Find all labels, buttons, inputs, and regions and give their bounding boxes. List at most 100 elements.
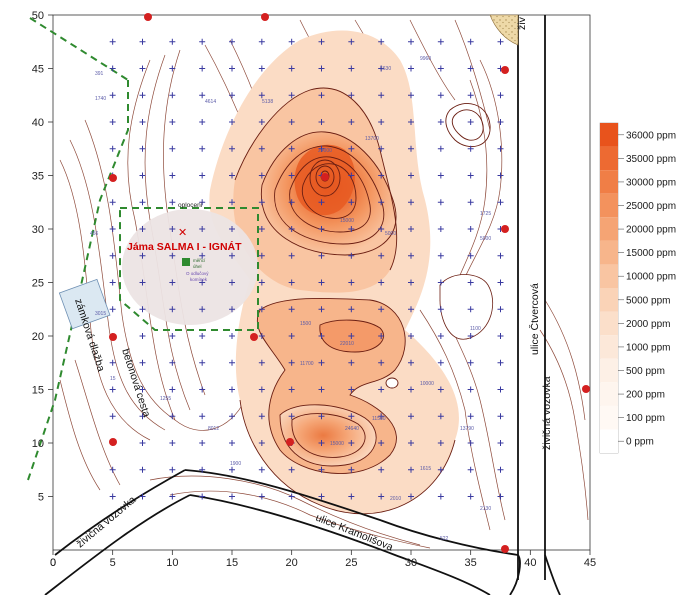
legend-label: 2000 ppm: [626, 319, 670, 330]
contour-value: 15000: [340, 218, 354, 224]
x-axis-labels: 0 5 10 15 20 25 30 35 40 450: [50, 557, 596, 569]
legend-label: 5000 ppm: [626, 295, 670, 306]
contour-value: 15: [110, 376, 116, 382]
legend-swatch: [600, 382, 618, 406]
enclosure: [439, 274, 494, 340]
legend-key-1: měřicí: [193, 258, 206, 263]
legend-swatch: [600, 335, 618, 359]
legend-swatch: [600, 217, 618, 241]
contour-value: 13700: [365, 136, 379, 142]
contour-value-labels: 391 4614 5138 5630 24000 15000 5000 1500 22010 11…: [90, 56, 491, 542]
contour-value: 1725: [480, 211, 491, 217]
y-tick-label: 20: [32, 331, 44, 343]
legend-key-4: komínek: [190, 277, 208, 282]
x-tick-label: 45: [584, 557, 596, 569]
y-tick-label: 50: [32, 10, 44, 22]
street-cvercova-label: ulice Čtvercová: [528, 283, 541, 355]
contour-value: 1900: [230, 461, 241, 467]
legend-swatch: [600, 405, 618, 430]
contour-value: 9960: [420, 56, 431, 62]
contour-value: 1500: [300, 321, 311, 327]
legend-label: 25000 ppm: [626, 201, 676, 212]
contour-value: 1740: [95, 96, 106, 102]
y-axis-labels: 5 10 15 20 25 30 35 40 45 50: [32, 10, 44, 504]
shaft-area: [122, 209, 258, 325]
legend-label: 500 ppm: [626, 366, 665, 377]
legend-label: 200 ppm: [626, 390, 665, 401]
y-tick-label: 5: [38, 492, 44, 504]
inner-contours: [234, 87, 491, 515]
red-points: [109, 13, 590, 553]
sand-corner: [489, 14, 519, 46]
x-tick-label: 15: [226, 557, 238, 569]
y-tick-label: 45: [32, 64, 44, 76]
fence: [27, 17, 259, 481]
legend-swatch: [600, 123, 618, 147]
contour-value: 2130: [480, 506, 491, 512]
x-tick-label: 25: [345, 557, 357, 569]
contour-value: 5000: [480, 236, 491, 242]
y-tick-label: 35: [32, 171, 44, 183]
axes: [48, 14, 591, 555]
shaft-cross-icon: ✕: [178, 227, 187, 239]
contour-value: 5630: [380, 66, 391, 72]
contour-value: 8012: [208, 426, 219, 432]
x-tick-label: 10: [166, 557, 178, 569]
contour-value: 22010: [340, 341, 354, 347]
legend-swatch: [600, 429, 618, 453]
legend-swatch: [600, 240, 618, 265]
x-tick-label: 5: [110, 557, 116, 569]
plume-lower-core: [280, 404, 377, 466]
x-tick-label: 20: [286, 557, 298, 569]
contour-value: 2010: [390, 496, 401, 502]
legend-key-2: úhel: [193, 264, 202, 269]
paving-box: [58, 278, 111, 330]
y-tick-label: 25: [32, 278, 44, 290]
y-tick-label: 15: [32, 385, 44, 397]
contour-value: 24640: [345, 426, 359, 432]
contour-value: 5138: [262, 99, 273, 105]
contour-value: 522: [440, 536, 449, 542]
contour-value: 456: [90, 231, 99, 237]
legend-label: 35000 ppm: [626, 154, 676, 165]
contour-value: 1615: [420, 466, 431, 472]
contour-value: 5000: [385, 231, 396, 237]
legend-label: 30000 ppm: [626, 177, 676, 188]
color-legend: 36000 ppm 35000 ppm 30000 ppm 25000 ppm 2000…: [599, 122, 676, 454]
legend-label: 10000 ppm: [626, 272, 676, 283]
roads: [44, 15, 561, 596]
contour-value: 1100: [470, 326, 481, 332]
contour-value: 11700: [300, 361, 314, 367]
contour-value: 4614: [205, 99, 216, 105]
y-tick-label: 30: [32, 224, 44, 236]
legend-label: 36000 ppm: [626, 130, 676, 141]
contour-value: 13790: [460, 426, 474, 432]
legend-label: 20000 ppm: [626, 225, 676, 236]
legend-swatch: [600, 288, 618, 312]
y-tick-label: 40: [32, 117, 44, 129]
legend-swatch: [600, 193, 618, 218]
contour-value: 10000: [420, 381, 434, 387]
contour-value: 24000: [318, 148, 332, 154]
contour-value: 391: [95, 71, 104, 77]
contour-value: 1255: [160, 396, 171, 402]
legend-label: 15000 ppm: [626, 248, 676, 259]
legend-label: 1000 ppm: [626, 342, 670, 353]
sample-grid: [109, 38, 504, 500]
x-tick-label: 40: [524, 557, 536, 569]
y-tick-label: 10: [32, 438, 44, 450]
legend-key-box: [182, 258, 190, 266]
legend-swatch: [600, 146, 618, 171]
x-tick-label: 0: [50, 557, 56, 569]
legend-label: 0 ppm: [626, 437, 654, 448]
legend-swatch: [600, 311, 618, 336]
fence-label: oplocení: [178, 202, 203, 209]
origin-label: 0: [50, 557, 56, 569]
legend-swatch: [600, 358, 618, 383]
legend-key-3: O odlučový: [186, 271, 209, 276]
contour-value: 3015: [95, 311, 106, 317]
corner-label: živ: [516, 16, 528, 30]
road-right-label: živičná vozovka: [541, 376, 553, 450]
contour-value: 15000: [330, 441, 344, 447]
